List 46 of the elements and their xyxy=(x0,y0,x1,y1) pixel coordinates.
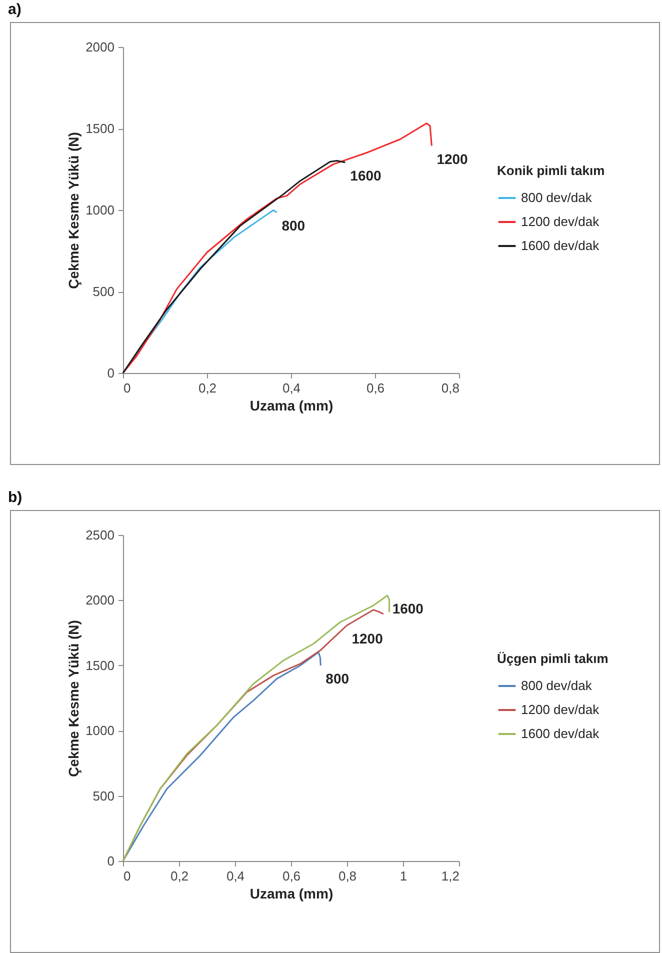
x-tick-label: 0,6 xyxy=(366,380,385,396)
y-tick-label: 2500 xyxy=(86,528,114,542)
x-tick-label: 0,6 xyxy=(282,868,301,884)
x-tick-label: 0,2 xyxy=(170,868,189,884)
legend-label: 1200 dev/dak xyxy=(521,702,600,717)
line-series xyxy=(122,160,346,374)
legend-label: 800 dev/dak xyxy=(521,190,592,205)
x-tick-label: 0,8 xyxy=(338,868,357,884)
y-tick-label: 1500 xyxy=(86,658,114,673)
x-tick-label: 0,4 xyxy=(282,380,301,396)
y-axis-title: Çekme Kesme Yükü (N) xyxy=(66,620,82,777)
y-tick-label: 1000 xyxy=(86,202,114,218)
y-tick-label: 2000 xyxy=(86,592,114,608)
x-tick-label: 1,2 xyxy=(441,868,460,884)
x-tick-label: 0,8 xyxy=(441,380,460,396)
legend-label: 1200 dev/dak xyxy=(521,214,600,229)
legend-label: 1600 dev/dak xyxy=(521,726,600,741)
y-tick-label: 500 xyxy=(92,788,114,804)
x-tick-label: 0,4 xyxy=(226,868,245,884)
x-tick-label: 0 xyxy=(124,380,131,396)
legend-label: 1600 dev/dak xyxy=(521,238,600,253)
annotation: 1600 xyxy=(392,600,424,617)
annotation: 800 xyxy=(282,217,306,234)
x-axis-title: Uzama (mm) xyxy=(250,886,334,902)
x-tick-label: 0,2 xyxy=(198,380,217,396)
x-axis-title: Uzama (mm) xyxy=(250,398,334,414)
annotation: 1200 xyxy=(352,630,384,646)
y-tick-label: 500 xyxy=(92,284,114,299)
x-tick-label: 0 xyxy=(124,868,131,884)
line-series xyxy=(122,122,432,374)
x-tick-label: 1 xyxy=(400,868,408,884)
chart-title: b) xyxy=(8,489,22,506)
line-series xyxy=(122,651,322,862)
y-tick-label: 2000 xyxy=(86,40,114,54)
y-tick-label: 1500 xyxy=(86,121,114,136)
y-tick-label: 0 xyxy=(107,854,114,868)
annotation: 1600 xyxy=(350,167,382,184)
y-tick-label: 0 xyxy=(107,366,114,380)
annotation: 800 xyxy=(326,670,350,687)
y-tick-label: 1000 xyxy=(86,723,114,738)
legend-title: Konik pimli takım xyxy=(497,163,605,178)
legend-title: Üçgen pimli takım xyxy=(497,651,608,666)
y-axis-title: Çekme Kesme Yükü (N) xyxy=(66,132,82,289)
annotation: 1200 xyxy=(436,150,468,167)
chart-title: a) xyxy=(8,1,22,18)
legend-label: 800 dev/dak xyxy=(521,678,592,693)
